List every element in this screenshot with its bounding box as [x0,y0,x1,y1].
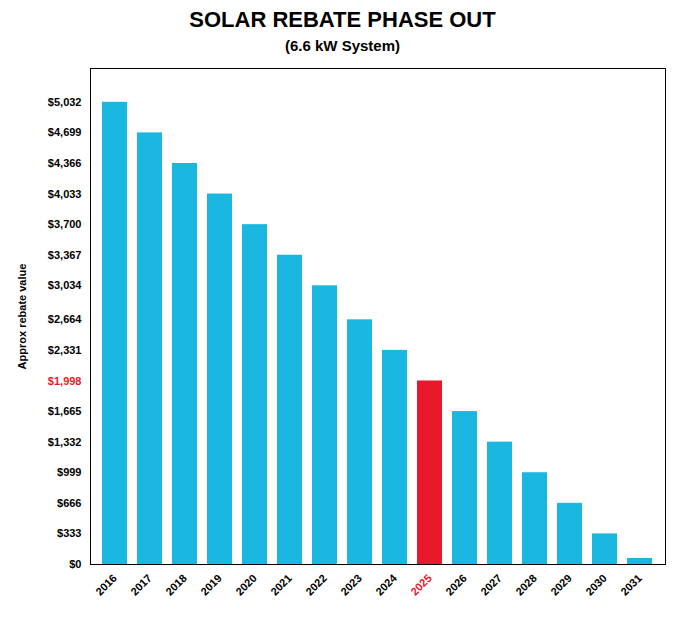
svg-text:$3,034: $3,034 [48,279,83,291]
svg-text:2029: 2029 [548,572,574,598]
svg-text:2025: 2025 [408,572,434,598]
svg-text:2019: 2019 [198,572,224,598]
svg-text:$3,367: $3,367 [48,249,82,261]
svg-text:2026: 2026 [443,572,469,598]
svg-text:2018: 2018 [163,572,189,598]
svg-text:2016: 2016 [93,572,119,598]
svg-text:$666: $666 [57,497,81,509]
svg-text:2022: 2022 [303,572,329,598]
html-text:(6.6 kW System): (6.6 kW System) [285,37,400,54]
svg-text:2020: 2020 [233,572,259,598]
svg-text:$0: $0 [69,558,81,570]
svg-text:$2,664: $2,664 [48,313,83,325]
svg-text:$999: $999 [57,466,81,478]
svg-text:$1,998: $1,998 [48,375,82,387]
svg-text:$4,699: $4,699 [48,126,82,138]
svg-text:2024: 2024 [373,571,399,597]
svg-text:2028: 2028 [513,572,539,598]
svg-text:2027: 2027 [478,572,504,598]
svg-text:2030: 2030 [583,572,609,598]
svg-text:Approx rebate value: Approx rebate value [16,264,28,370]
svg-text:$4,033: $4,033 [48,188,82,200]
svg-text:$1,332: $1,332 [48,436,82,448]
html-text:SOLAR REBATE PHASE OUT: SOLAR REBATE PHASE OUT [189,7,496,32]
svg-text:2021: 2021 [268,572,294,598]
svg-text:2017: 2017 [128,572,154,598]
svg-text:2023: 2023 [338,572,364,598]
svg-text:2031: 2031 [618,572,644,598]
svg-text:$4,366: $4,366 [48,157,82,169]
svg-text:$1,665: $1,665 [48,405,82,417]
svg-text:$333: $333 [57,527,81,539]
svg-text:$3,700: $3,700 [48,218,82,230]
svg-text:$5,032: $5,032 [48,96,82,108]
svg-text:$2,331: $2,331 [48,344,82,356]
